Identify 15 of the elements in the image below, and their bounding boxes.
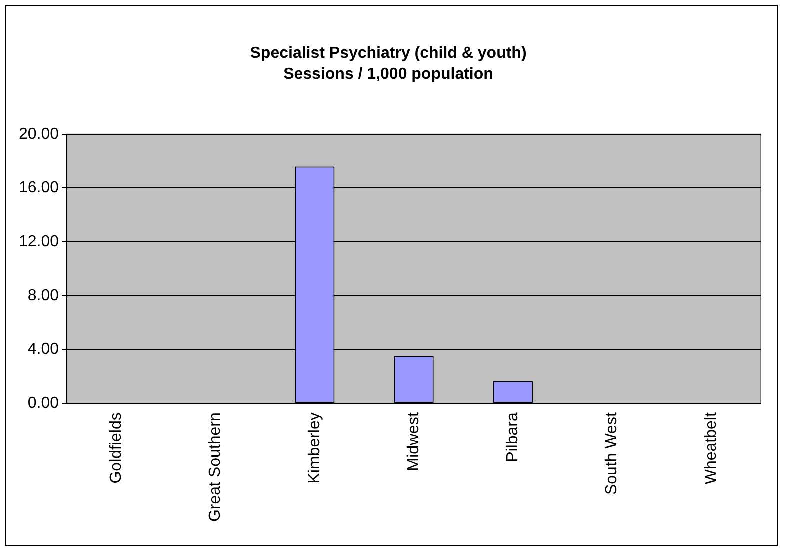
chart-title: Specialist Psychiatry (child & youth)	[250, 45, 527, 62]
chart-subtitle: Sessions / 1,000 population	[284, 66, 494, 84]
x-tick-label: Wheatbelt	[702, 412, 720, 485]
y-tick-label: 16.00	[18, 180, 60, 197]
y-tick-label: 12.00	[18, 233, 60, 250]
x-tick-label: Great Southern	[207, 412, 224, 522]
x-tick-label: Midwest	[405, 412, 422, 472]
x-tick-label: Pilbara	[504, 412, 522, 462]
x-tick-label: Kimberley	[306, 412, 324, 484]
y-tick-label: 0.00	[28, 395, 60, 412]
x-tick-label: South West	[604, 412, 621, 496]
y-tick-label: 4.00	[28, 341, 60, 358]
y-tick-label: 20.00	[18, 126, 60, 143]
y-tick-label: 8.00	[28, 287, 60, 304]
x-tick-label: Goldfields	[108, 412, 126, 484]
